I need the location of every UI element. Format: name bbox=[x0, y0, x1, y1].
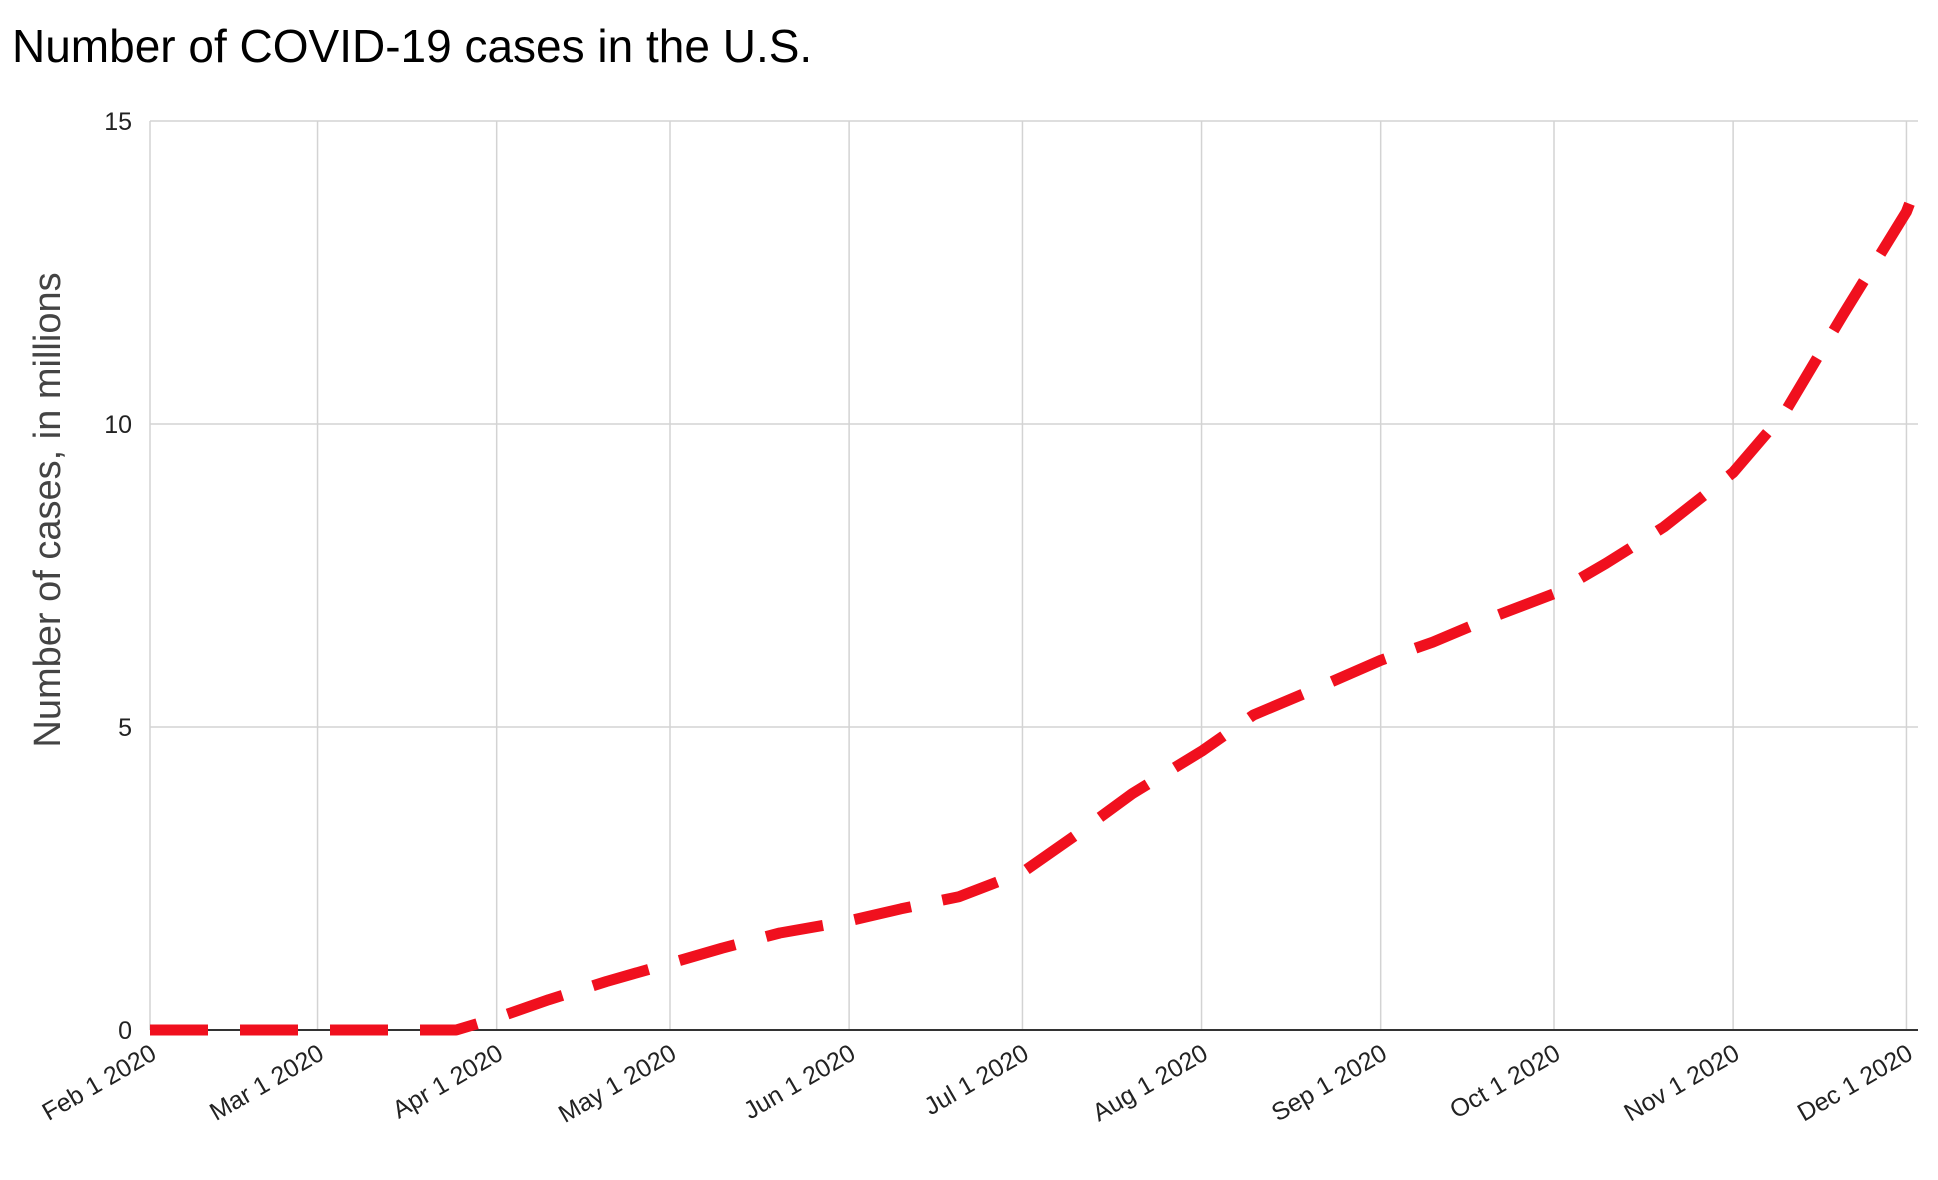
x-tick-label: Jul 1 2020 bbox=[920, 1039, 1034, 1121]
y-axis-title: Number of cases, in millions bbox=[27, 272, 69, 747]
y-tick-label: 10 bbox=[104, 411, 132, 439]
series-line bbox=[150, 179, 1924, 1036]
x-tick-label: Dec 1 2020 bbox=[1793, 1039, 1918, 1127]
x-tick-label: Jun 1 2020 bbox=[739, 1039, 860, 1125]
x-tick-label: Sep 1 2020 bbox=[1267, 1039, 1392, 1127]
x-tick-label: Mar 1 2020 bbox=[205, 1039, 329, 1126]
x-tick-label: Aug 1 2020 bbox=[1088, 1039, 1213, 1127]
x-tick-label: Feb 1 2020 bbox=[37, 1039, 161, 1126]
x-tick-label: Apr 1 2020 bbox=[388, 1039, 508, 1124]
chart-title: Number of COVID-19 cases in the U.S. bbox=[12, 20, 812, 72]
y-tick-label: 15 bbox=[104, 108, 132, 136]
gridlines bbox=[149, 120, 1918, 1031]
series-layer bbox=[150, 179, 1924, 1036]
x-tick-label: Nov 1 2020 bbox=[1619, 1039, 1744, 1127]
x-tick-label: Oct 1 2020 bbox=[1445, 1039, 1565, 1124]
y-tick-label: 0 bbox=[118, 1017, 132, 1045]
y-tick-label: 5 bbox=[118, 714, 132, 742]
y-axis-ticks: 0 5 10 15 bbox=[104, 108, 132, 1045]
x-tick-label: May 1 2020 bbox=[554, 1039, 681, 1129]
x-axis-ticks: Feb 1 2020 Mar 1 2020 Apr 1 2020 May 1 2020… bbox=[37, 1039, 1917, 1129]
